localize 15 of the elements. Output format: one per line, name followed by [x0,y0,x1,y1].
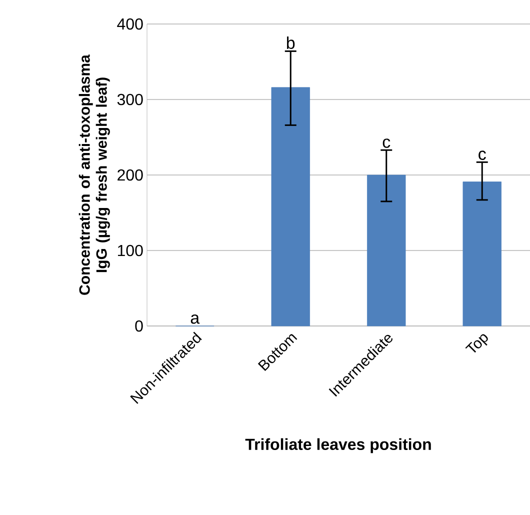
x-axis-title: Trifoliate leaves position [245,438,431,454]
bar [367,174,406,326]
annotation: c [382,138,390,148]
annotation: b [286,36,295,49]
annotation: c [478,150,486,160]
x-tick-label: Top [465,334,488,353]
y-tick-label: 100 [118,244,143,256]
y-axis-title: Concentration of anti-toxoplasma IgG (µg/g fresh weight leaf) [78,54,110,295]
y-tick-label: 400 [117,18,143,30]
y-tick-label: 200 [118,169,143,181]
bar [271,87,310,326]
y-tick-label: 0 [135,320,143,332]
bar [462,182,502,326]
y-tick-label: 300 [117,94,143,106]
annotation: a [190,314,200,324]
